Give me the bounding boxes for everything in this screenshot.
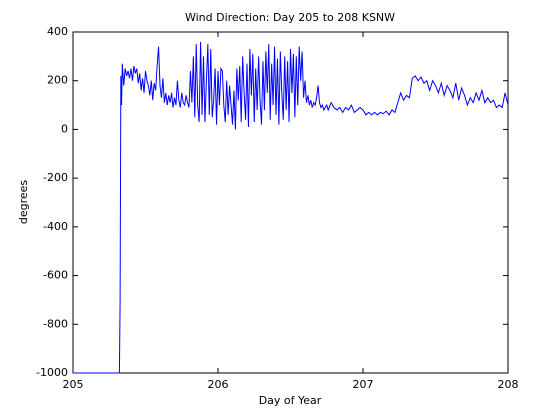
x-tick-label: 208 — [498, 378, 519, 391]
y-tick-label: -600 — [43, 269, 68, 282]
y-tick-label: -400 — [43, 220, 68, 233]
y-axis-label: degrees — [17, 180, 30, 225]
plot-area — [72, 31, 509, 374]
y-tick-label: 0 — [61, 122, 68, 135]
x-tick-label: 205 — [63, 378, 84, 391]
x-tick-label: 207 — [353, 378, 374, 391]
y-tick-label: -800 — [43, 317, 68, 330]
y-tick-label: 400 — [47, 25, 68, 38]
x-axis-label: Day of Year — [259, 394, 322, 407]
y-tick-label: 200 — [47, 74, 68, 87]
y-tick-label: -1000 — [36, 366, 68, 379]
chart-title: Wind Direction: Day 205 to 208 KSNW — [185, 11, 395, 24]
line-series — [73, 41, 509, 374]
y-tick-label: -200 — [43, 171, 68, 184]
x-tick-label: 206 — [208, 378, 229, 391]
